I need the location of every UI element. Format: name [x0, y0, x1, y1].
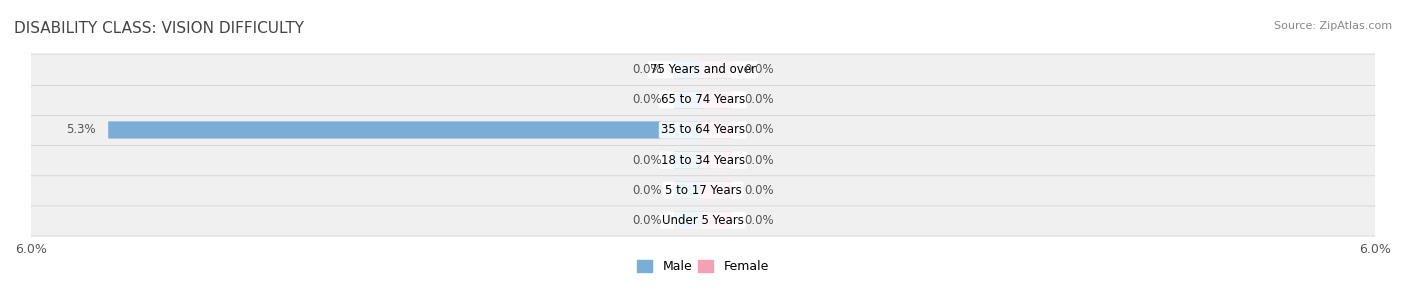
FancyBboxPatch shape	[702, 121, 733, 138]
Text: 18 to 34 Years: 18 to 34 Years	[661, 154, 745, 167]
FancyBboxPatch shape	[673, 212, 704, 229]
Text: 5 to 17 Years: 5 to 17 Years	[665, 184, 741, 197]
Text: 0.0%: 0.0%	[631, 93, 662, 106]
FancyBboxPatch shape	[28, 84, 1378, 116]
FancyBboxPatch shape	[702, 61, 733, 78]
FancyBboxPatch shape	[673, 182, 704, 199]
Text: 0.0%: 0.0%	[744, 63, 775, 76]
FancyBboxPatch shape	[702, 91, 733, 108]
FancyBboxPatch shape	[28, 54, 1378, 85]
Text: 0.0%: 0.0%	[631, 214, 662, 227]
Text: 35 to 64 Years: 35 to 64 Years	[661, 124, 745, 136]
Text: 0.0%: 0.0%	[744, 214, 775, 227]
FancyBboxPatch shape	[673, 152, 704, 169]
Text: 0.0%: 0.0%	[744, 124, 775, 136]
Text: 0.0%: 0.0%	[631, 63, 662, 76]
Text: 0.0%: 0.0%	[631, 184, 662, 197]
FancyBboxPatch shape	[673, 61, 704, 78]
Text: 0.0%: 0.0%	[744, 184, 775, 197]
FancyBboxPatch shape	[108, 121, 704, 138]
FancyBboxPatch shape	[702, 152, 733, 169]
FancyBboxPatch shape	[28, 174, 1378, 206]
FancyBboxPatch shape	[673, 91, 704, 108]
Text: Under 5 Years: Under 5 Years	[662, 214, 744, 227]
Text: 5.3%: 5.3%	[66, 124, 96, 136]
Text: 0.0%: 0.0%	[744, 154, 775, 167]
Text: 65 to 74 Years: 65 to 74 Years	[661, 93, 745, 106]
Text: DISABILITY CLASS: VISION DIFFICULTY: DISABILITY CLASS: VISION DIFFICULTY	[14, 21, 304, 36]
Legend: Male, Female: Male, Female	[637, 260, 769, 273]
Text: 0.0%: 0.0%	[744, 93, 775, 106]
FancyBboxPatch shape	[702, 212, 733, 229]
FancyBboxPatch shape	[28, 205, 1378, 236]
Text: 75 Years and over: 75 Years and over	[650, 63, 756, 76]
Text: Source: ZipAtlas.com: Source: ZipAtlas.com	[1274, 21, 1392, 31]
Text: 0.0%: 0.0%	[631, 154, 662, 167]
FancyBboxPatch shape	[28, 145, 1378, 176]
FancyBboxPatch shape	[702, 182, 733, 199]
FancyBboxPatch shape	[28, 114, 1378, 146]
